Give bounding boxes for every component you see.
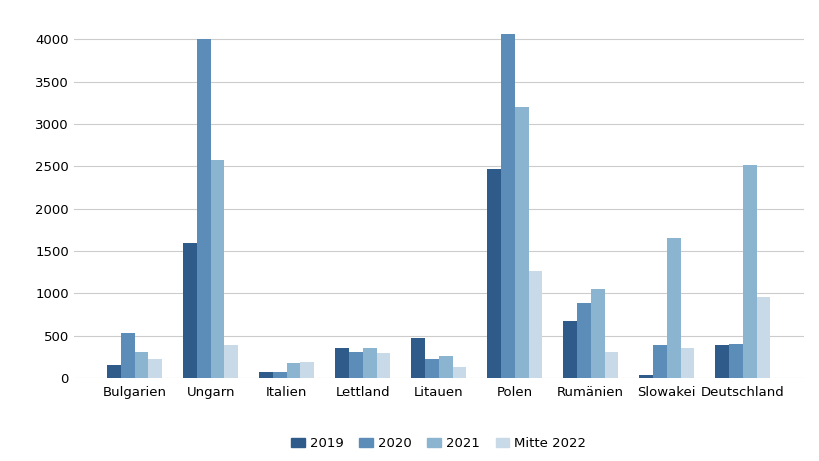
Bar — [424, 360, 438, 378]
Bar — [452, 367, 466, 378]
Bar — [590, 289, 604, 378]
Bar — [728, 344, 742, 378]
Bar — [210, 160, 224, 378]
Bar — [514, 107, 528, 378]
Bar — [106, 365, 120, 378]
Bar — [335, 348, 348, 378]
Bar — [287, 363, 300, 378]
Bar — [224, 345, 238, 378]
Bar — [410, 338, 424, 378]
Bar — [197, 39, 210, 378]
Bar — [652, 345, 666, 378]
Bar — [638, 375, 652, 378]
Bar — [577, 303, 590, 378]
Bar — [528, 272, 541, 378]
Bar — [438, 356, 452, 378]
Bar — [183, 242, 197, 378]
Bar — [362, 348, 376, 378]
Bar — [134, 352, 148, 378]
Bar — [376, 354, 390, 378]
Bar — [500, 34, 514, 378]
Bar — [148, 359, 162, 378]
Bar — [604, 352, 618, 378]
Bar — [259, 372, 273, 378]
Bar — [486, 169, 500, 378]
Bar — [300, 362, 314, 378]
Bar — [680, 348, 694, 378]
Bar — [742, 165, 756, 378]
Bar — [348, 352, 362, 378]
Bar — [120, 333, 134, 378]
Bar — [273, 372, 287, 378]
Bar — [714, 345, 728, 378]
Bar — [756, 297, 770, 378]
Bar — [666, 238, 680, 378]
Bar — [563, 321, 577, 378]
Legend: 2019, 2020, 2021, Mitte 2022: 2019, 2020, 2021, Mitte 2022 — [286, 432, 590, 455]
